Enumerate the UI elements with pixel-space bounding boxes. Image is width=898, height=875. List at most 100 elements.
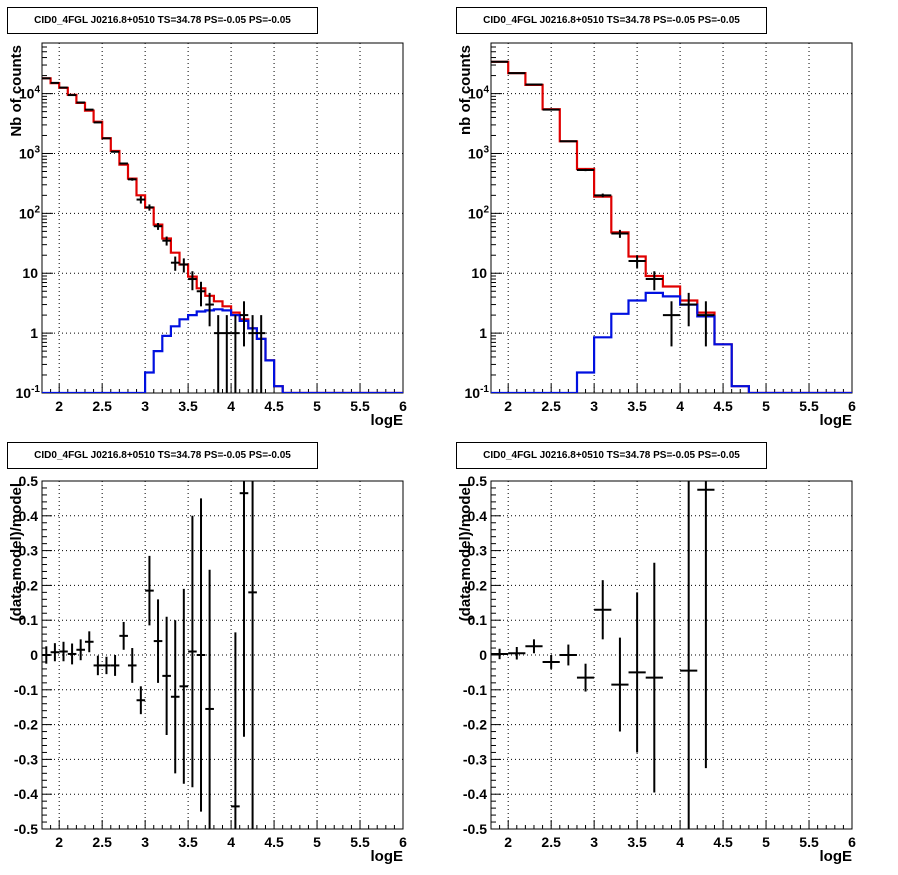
data-point <box>239 481 249 737</box>
y-tick-label: 0.4 <box>468 508 488 524</box>
y-tick-label: -0.3 <box>463 751 487 767</box>
y-tick-label: 0 <box>30 647 38 663</box>
data-point <box>162 616 171 736</box>
title-bottom-left: CID0_4FGL J0216.8+0510 TS=34.78 PS=-0.05… <box>7 442 318 469</box>
data-point <box>611 229 629 238</box>
data-point <box>205 569 214 829</box>
y-tick-label: 0.5 <box>19 473 39 489</box>
data-point <box>93 121 103 124</box>
data-point <box>119 621 128 650</box>
x-tick-label: 2 <box>55 398 63 414</box>
x-tick-label: 3 <box>590 398 598 414</box>
y-tick-label: -0.1 <box>14 682 38 698</box>
x-tick-label: 6 <box>848 834 856 850</box>
data-point <box>628 255 646 269</box>
x-tick-label: 4 <box>227 398 235 414</box>
y-axis-label: (data-model)/model <box>8 483 25 621</box>
data-point <box>662 301 681 347</box>
x-tick-label: 2 <box>55 834 63 850</box>
x-tick-label: 2 <box>504 834 512 850</box>
y-tick-label: -0.4 <box>463 786 487 802</box>
data-point <box>84 108 94 111</box>
x-tick-label: 5 <box>313 834 321 850</box>
x-tick-label: 3.5 <box>178 398 198 414</box>
y-tick-label: 0.2 <box>19 577 39 593</box>
data-point <box>196 281 206 307</box>
data-point <box>205 292 214 327</box>
data-point <box>697 301 715 347</box>
data-point <box>110 655 120 676</box>
y-tick-label: 0.3 <box>468 543 488 559</box>
data-point <box>136 686 146 715</box>
data-point <box>508 646 526 660</box>
x-tick-label: 4.5 <box>713 398 733 414</box>
x-tick-label: 2 <box>504 398 512 414</box>
y-axis-label: nb of counts <box>457 45 474 135</box>
data-point <box>576 663 595 692</box>
y-tick-label: 104 <box>19 85 41 102</box>
x-tick-label: 2.5 <box>541 834 561 850</box>
y-tick-label: -0.5 <box>14 821 38 837</box>
y-tick-label: 0.2 <box>468 577 488 593</box>
data-point <box>162 236 171 246</box>
title-top-right: CID0_4FGL J0216.8+0510 TS=34.78 PS=-0.05… <box>456 7 767 34</box>
data-point <box>170 256 180 271</box>
x-tick-label: 4 <box>676 398 684 414</box>
data-point <box>119 162 128 165</box>
x-axis-label: logE <box>820 412 853 429</box>
data-point <box>248 481 257 829</box>
data-point <box>153 223 163 230</box>
data-point <box>42 646 51 664</box>
data-point <box>102 137 111 140</box>
y-tick-label: 102 <box>468 204 490 221</box>
y-tick-label: 0.4 <box>19 508 39 524</box>
y-tick-label: 10 <box>22 265 38 281</box>
data-point <box>231 315 240 393</box>
y-tick-label: -0.1 <box>463 682 487 698</box>
y-tick-label: -0.5 <box>463 821 487 837</box>
data-point <box>645 562 663 793</box>
source_model-histogram <box>42 308 403 393</box>
x-tick-label: 6 <box>848 398 856 414</box>
data-point <box>525 639 543 654</box>
x-tick-label: 5 <box>762 398 770 414</box>
data-point <box>196 498 206 812</box>
x-tick-label: 6 <box>399 834 407 850</box>
data-point <box>256 315 266 393</box>
x-tick-label: 4 <box>227 834 235 850</box>
data-point <box>239 301 249 347</box>
data-point <box>67 94 77 97</box>
data-point <box>559 140 577 143</box>
x-tick-label: 3 <box>141 398 149 414</box>
y-tick-label: 104 <box>468 85 490 102</box>
x-tick-label: 2.5 <box>541 398 561 414</box>
data-point <box>542 655 560 669</box>
y-tick-label: 0.3 <box>19 543 39 559</box>
data-point <box>188 271 197 291</box>
y-tick-label: 1 <box>479 325 487 341</box>
data-point <box>136 196 146 204</box>
total_model-histogram <box>42 77 403 393</box>
data-point <box>84 631 94 653</box>
data-point <box>145 555 154 626</box>
data-point <box>680 292 698 327</box>
data-point <box>76 101 85 104</box>
data-point <box>231 632 240 829</box>
data-point <box>59 641 68 662</box>
x-tick-label: 6 <box>399 398 407 414</box>
y-tick-label: -0.3 <box>14 751 38 767</box>
y-tick-label: 103 <box>19 144 41 161</box>
data-point <box>67 643 77 665</box>
y-tick-label: 0.5 <box>468 473 488 489</box>
x-tick-label: 5.5 <box>350 398 370 414</box>
x-tick-label: 5 <box>762 834 770 850</box>
data-point <box>145 204 154 211</box>
plot-frame <box>41 42 404 394</box>
x-axis-label: logE <box>820 848 853 865</box>
x-tick-label: 4.5 <box>264 398 284 414</box>
x-axis-label: logE <box>371 848 404 865</box>
x-tick-label: 3.5 <box>627 834 647 850</box>
